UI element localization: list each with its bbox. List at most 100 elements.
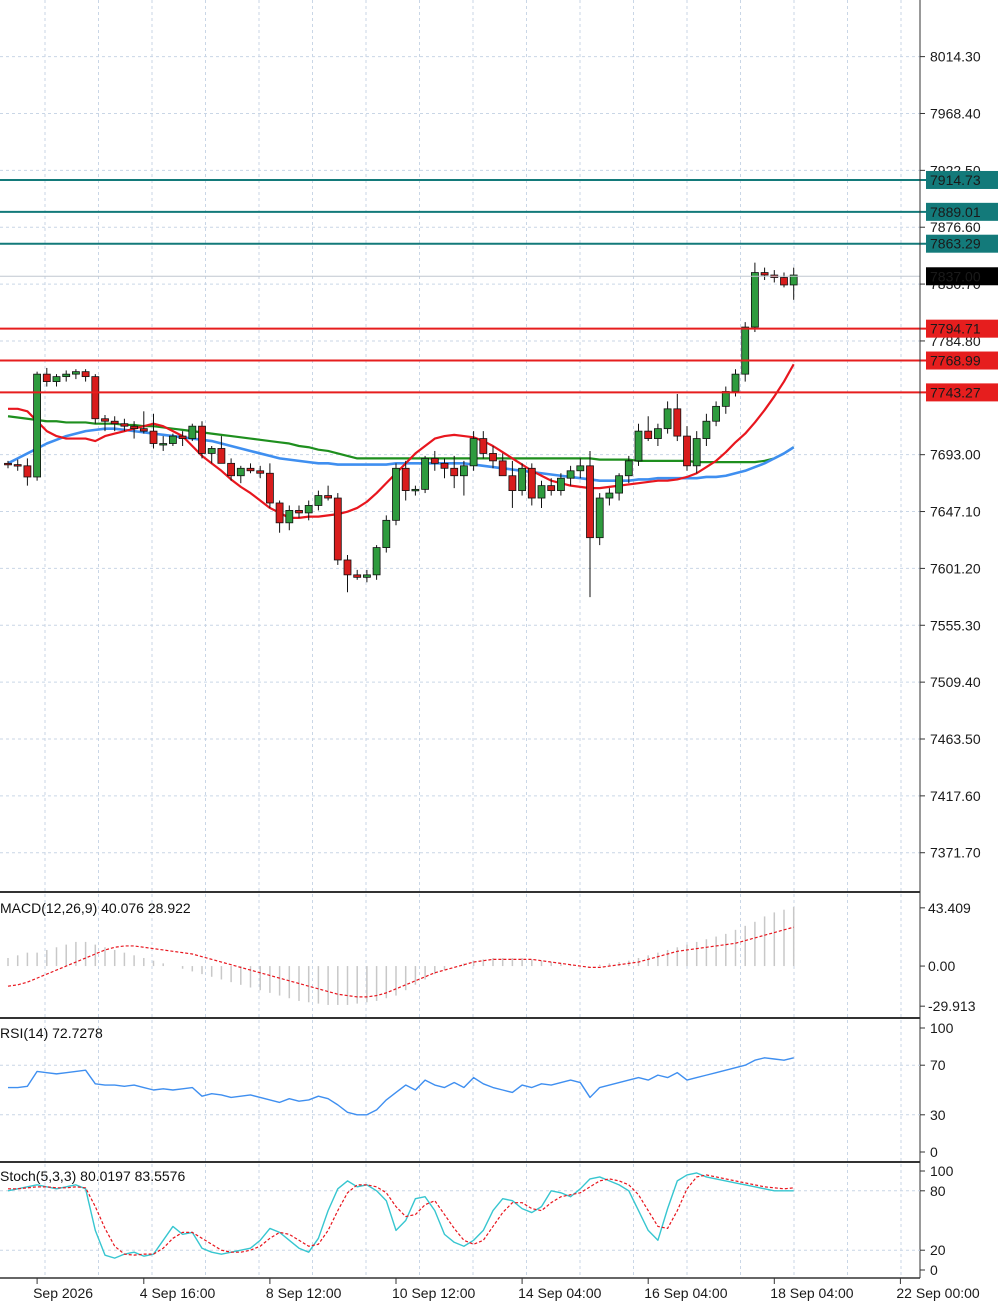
candle-body xyxy=(721,391,730,407)
current-price-tag xyxy=(926,267,998,286)
candle-body xyxy=(479,438,488,454)
candle-body xyxy=(23,465,32,478)
candle-body xyxy=(489,453,497,462)
candle-body xyxy=(42,373,51,382)
price-tick-label: 7693.00 xyxy=(930,447,981,463)
candle-body xyxy=(634,430,643,462)
rsi-tick-label: 100 xyxy=(930,1020,954,1036)
candle-body xyxy=(353,574,362,578)
candle-body xyxy=(265,472,274,504)
candle-body xyxy=(421,457,430,490)
candle-body xyxy=(101,418,109,422)
candle-body xyxy=(624,460,633,477)
candle-body xyxy=(13,464,22,467)
candle-body xyxy=(256,470,265,474)
resistance-line-3-label: 7863.29 xyxy=(930,236,981,252)
candle-body xyxy=(91,376,100,420)
candle-body xyxy=(741,326,750,375)
price-tick-label: 8014.30 xyxy=(930,49,981,65)
resistance-line-2-label: 7889.01 xyxy=(930,204,981,220)
candle-body xyxy=(81,371,90,378)
resistance-line-1-tag xyxy=(926,170,998,189)
candle-body xyxy=(595,497,604,539)
price-tick-label: 7601.20 xyxy=(930,560,981,576)
candle-body xyxy=(52,376,61,382)
candle-body xyxy=(168,435,177,444)
candle-body xyxy=(702,420,711,439)
candle-body xyxy=(576,465,585,472)
stoch-d-line xyxy=(8,1174,794,1256)
candle-body xyxy=(731,373,740,392)
candle-body xyxy=(683,435,691,467)
x-tick-label: 8 Sep 12:00 xyxy=(266,1285,342,1301)
candle-body xyxy=(450,467,459,477)
stoch-tick-label: 80 xyxy=(930,1183,946,1199)
candle-body xyxy=(508,475,517,492)
rsi-tick-label: 30 xyxy=(930,1107,946,1123)
candle-body xyxy=(217,448,226,464)
candle-body xyxy=(557,477,565,492)
candle-body xyxy=(566,470,575,479)
candle-body xyxy=(149,430,158,444)
candle-body xyxy=(227,462,236,477)
x-tick-label: 14 Sep 04:00 xyxy=(518,1285,602,1301)
candle-body xyxy=(789,274,798,286)
macd-tick-label: -29.913 xyxy=(928,998,976,1014)
price-tick-label: 7463.50 xyxy=(930,731,981,747)
x-tick-label: 22 Sep 00:00 xyxy=(896,1285,980,1301)
candle-body xyxy=(411,488,420,492)
candle-body xyxy=(537,485,546,499)
candle-body xyxy=(295,510,303,514)
candle-body xyxy=(644,430,653,439)
candle-body xyxy=(401,467,410,491)
candle-body xyxy=(430,457,439,464)
candle-body xyxy=(110,420,119,425)
ma-green-line xyxy=(7,415,795,464)
x-tick-label: 18 Sep 04:00 xyxy=(770,1285,854,1301)
candle-body xyxy=(760,272,769,276)
rsi-tick-label: 0 xyxy=(930,1144,938,1160)
ma-red-line xyxy=(8,363,795,519)
price-tick-label: 7968.40 xyxy=(930,105,981,121)
price-tick-label: 7876.60 xyxy=(930,219,981,235)
candle-body xyxy=(178,435,187,439)
x-tick-label: 10 Sep 12:00 xyxy=(392,1285,476,1301)
candle-body xyxy=(382,519,391,548)
candle-body xyxy=(586,465,594,539)
candle-body xyxy=(62,373,71,378)
stoch-title: Stoch(5,3,3) 80.0197 83.5576 xyxy=(0,1168,185,1184)
price-tick-label: 7555.30 xyxy=(930,617,981,633)
candle-body xyxy=(275,502,284,524)
ma-blue-line xyxy=(7,427,795,482)
rsi-tick-label: 70 xyxy=(930,1057,946,1073)
candle-body xyxy=(459,465,468,477)
current-price-label: 7837.00 xyxy=(930,268,981,284)
candle-body xyxy=(362,574,371,578)
support-line-1-label: 7794.71 xyxy=(930,321,981,337)
rsi-title: RSI(14) 72.7278 xyxy=(0,1025,103,1041)
macd-tick-label: 43.409 xyxy=(928,900,971,916)
x-tick-label: 4 Sep 16:00 xyxy=(140,1285,216,1301)
candle-body xyxy=(527,467,536,499)
candle-body xyxy=(333,497,342,561)
candle-body xyxy=(33,373,41,478)
candle-body xyxy=(469,438,478,467)
candle-body xyxy=(72,371,80,375)
candle-body xyxy=(663,408,672,430)
candle-body xyxy=(314,495,323,506)
stoch-tick-label: 100 xyxy=(930,1163,954,1179)
candle-body xyxy=(615,475,623,494)
candle-body xyxy=(4,462,12,466)
candle-body xyxy=(139,428,148,432)
x-tick-label: 16 Sep 04:00 xyxy=(644,1285,728,1301)
price-tick-label: 7509.40 xyxy=(930,674,981,690)
candle-body xyxy=(285,510,294,524)
candle-body xyxy=(372,547,381,576)
candle-body xyxy=(236,467,245,477)
support-line-3-label: 7743.27 xyxy=(930,384,981,400)
candle-body xyxy=(712,405,720,422)
support-line-2-tag xyxy=(926,351,998,370)
